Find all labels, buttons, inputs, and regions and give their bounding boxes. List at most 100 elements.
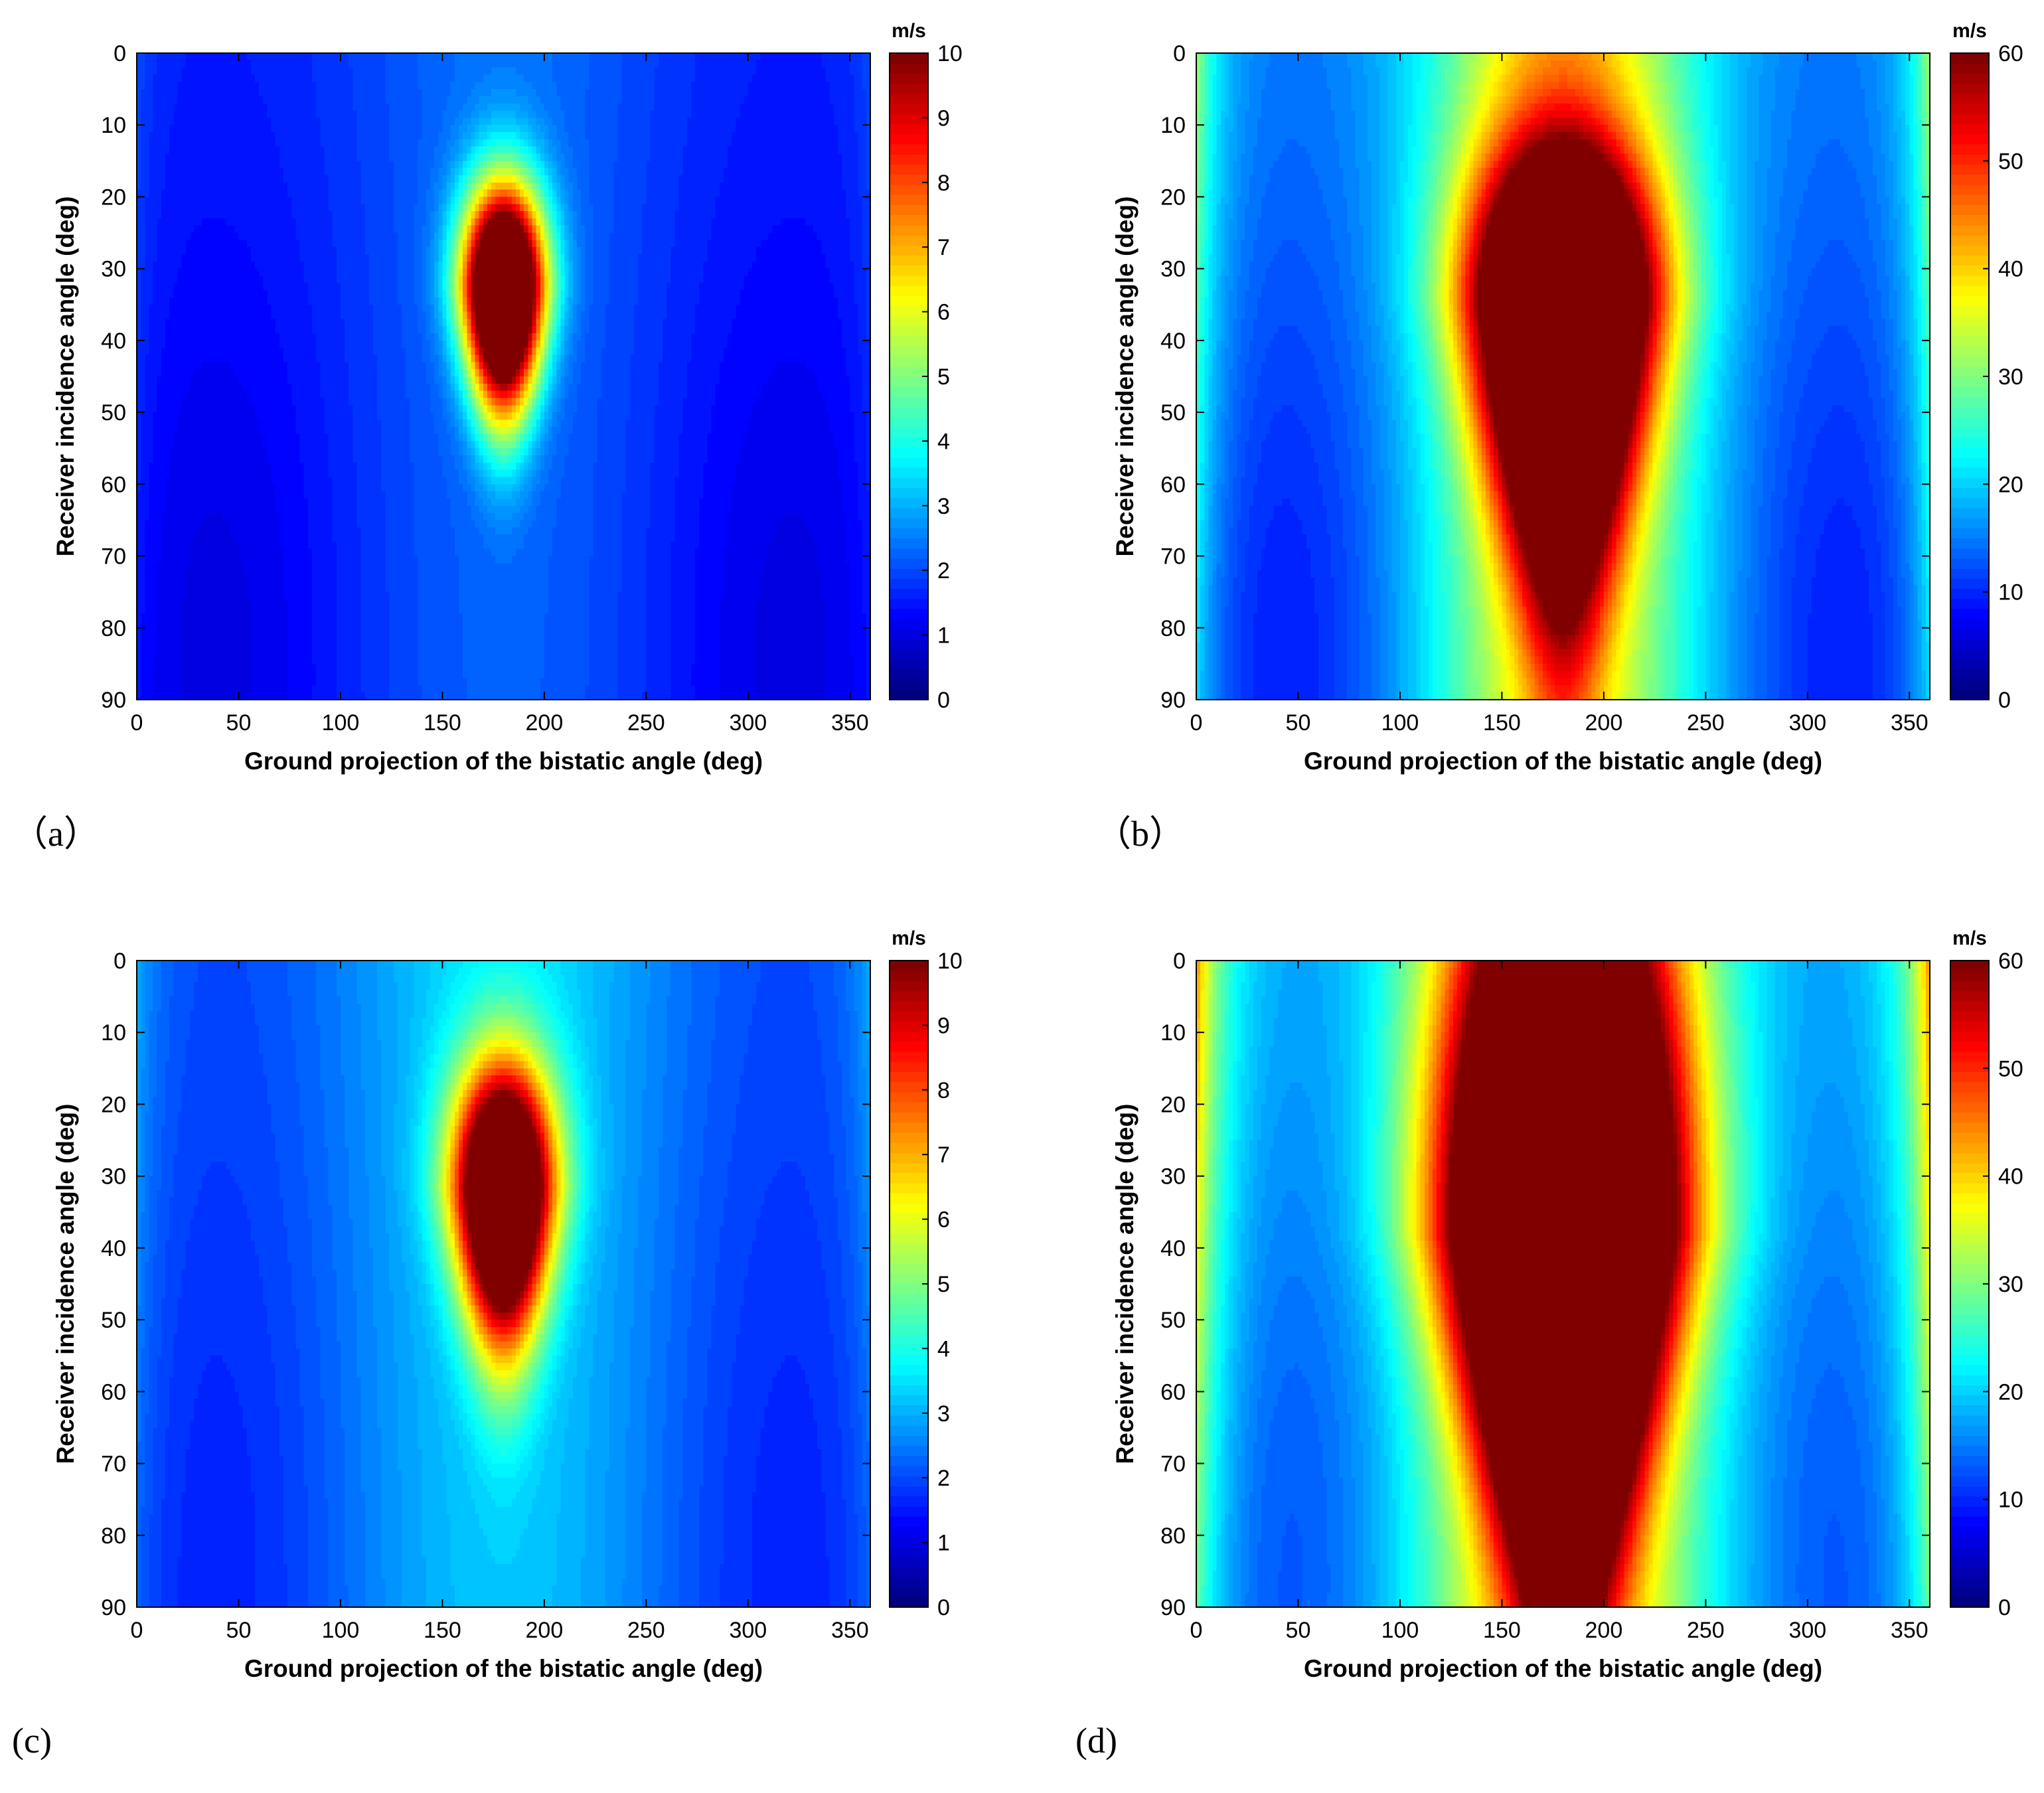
heatmap-cell [304,60,309,68]
heatmap-cell [838,53,842,60]
heatmap-cell [202,53,206,60]
heatmap-cell [617,53,622,60]
heatmap-cell [825,53,830,60]
heatmap-cell [263,60,268,68]
heatmap-cell [165,53,170,60]
heatmap-cell [593,68,598,75]
heatmap-cell [251,53,256,60]
heatmap-cell [728,60,732,68]
heatmap-cell [651,53,655,60]
heatmap-cell [622,53,627,60]
heatmap-cell [349,53,353,60]
heatmap-cell [283,68,288,75]
heatmap-cell [316,53,321,60]
heatmap-cell [442,60,447,68]
heatmap-cell [329,60,333,68]
heatmap-cell [410,68,414,75]
heatmap-cell [194,68,198,75]
heatmap-cell [263,68,268,75]
heatmap-cell [202,68,206,75]
heatmap-cell [218,53,223,60]
heatmap-cell [732,60,736,68]
heatmap-cell [414,68,418,75]
heatmap-cell [447,60,451,68]
heatmap-cell [499,60,504,68]
heatmap-cell [674,53,679,60]
heatmap-cell [565,68,570,75]
heatmap-cell [283,60,288,68]
heatmap-cell [813,53,818,60]
heatmap-cell [222,68,227,75]
heatmap-cell [149,60,153,68]
heatmap-cell [548,60,553,68]
heatmap-cell [426,68,431,75]
heatmap-cell [499,53,504,60]
heatmap-cell [850,60,854,68]
heatmap-cell [434,53,439,60]
heatmap-cell [609,68,614,75]
heatmap-cell [817,60,822,68]
heatmap-cell [585,60,590,68]
heatmap-cell [165,60,170,68]
heatmap-cell [190,53,195,60]
heatmap-cell [394,60,398,68]
heatmap-cell [797,53,802,60]
heatmap-cell [646,60,651,68]
heatmap-cell [345,60,349,68]
heatmap-cell [198,68,202,75]
heatmap-cell [316,68,321,75]
heatmap-cell [605,60,610,68]
heatmap-cell [573,60,578,68]
heatmap-cell [479,68,484,75]
heatmap-cell [760,53,765,60]
heatmap-cell [410,60,414,68]
heatmap-cell [426,60,431,68]
heatmap-cell [455,60,459,68]
heatmap-cell [573,53,578,60]
heatmap-cell [475,53,480,60]
heatmap-cell [744,60,749,68]
heatmap-cell [622,68,627,75]
heatmap-cell [569,68,574,75]
heatmap-cell [295,68,300,75]
heatmap-cell [736,60,740,68]
heatmap-cell [838,60,842,68]
heatmap-cell [255,60,260,68]
heatmap-cell [483,53,488,60]
heatmap-cell [329,53,333,60]
heatmap-cell [251,60,256,68]
heatmap-cell [548,53,553,60]
heatmap-cell [528,60,532,68]
heatmap-cell [447,53,451,60]
heatmap-cell [536,53,541,60]
chart-panel-a: 0 50 100 150 200 250 300 3500102030405060708090… [12,20,963,854]
heatmap-cell [487,60,492,68]
heatmap-cell [699,60,704,68]
heatmap-cell [805,53,810,60]
heatmap-cell [414,53,418,60]
heatmap-cell [272,68,276,75]
heatmap-cell [781,60,785,68]
heatmap-cell [467,53,471,60]
heatmap-cell [206,53,210,60]
heatmap-cell [471,60,475,68]
heatmap-cell [345,53,349,60]
heatmap-cell [544,53,549,60]
heatmap-cell [279,60,284,68]
heatmap-cell [479,53,484,60]
heatmap-cell [683,53,688,60]
heatmap-cell [655,68,659,75]
heatmap-cell [740,53,745,60]
heatmap-cell [703,60,708,68]
heatmap-cell [536,68,541,75]
heatmap-cell [190,60,195,68]
heatmap-cell [634,68,639,75]
heatmap-cell [141,68,145,75]
heatmap-cell [279,53,284,60]
heatmap-cell [670,60,675,68]
heatmap-cell [475,60,480,68]
heatmap-cell [674,60,679,68]
heatmap-cell [402,68,406,75]
heatmap-cell [626,68,631,75]
heatmap-cell [834,60,838,68]
